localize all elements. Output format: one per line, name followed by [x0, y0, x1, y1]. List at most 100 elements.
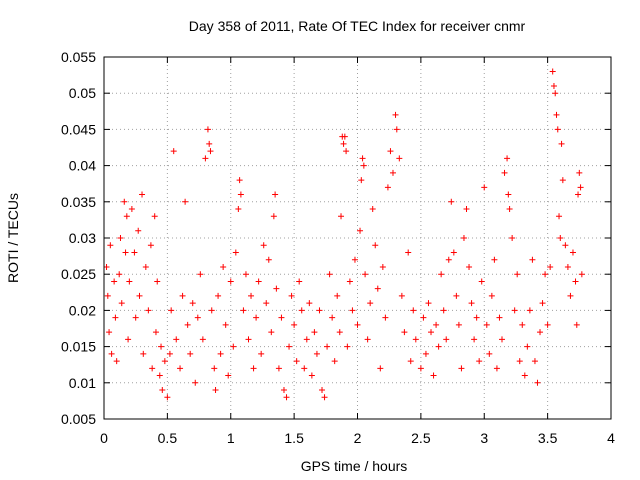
data-point	[118, 300, 125, 307]
data-point	[471, 336, 478, 343]
x-axis-label: GPS time / hours	[301, 458, 408, 474]
data-point	[194, 314, 201, 321]
data-point	[364, 336, 371, 343]
data-point	[275, 365, 282, 372]
data-point	[476, 358, 483, 365]
data-point	[516, 358, 523, 365]
data-point	[132, 314, 139, 321]
data-point	[170, 148, 177, 155]
data-point	[173, 336, 180, 343]
data-point	[349, 307, 356, 314]
data-point	[552, 90, 559, 97]
data-point	[519, 321, 526, 328]
data-point	[428, 329, 435, 336]
data-point	[291, 321, 298, 328]
data-point	[410, 307, 417, 314]
data-point	[351, 256, 358, 263]
data-point	[567, 292, 574, 299]
data-point	[117, 235, 124, 241]
data-point	[135, 227, 142, 234]
data-point	[344, 343, 351, 350]
data-point	[108, 350, 115, 357]
y-tick-label: 0.045	[61, 121, 96, 137]
data-point	[131, 249, 138, 256]
data-point	[321, 394, 328, 401]
data-point	[142, 263, 149, 270]
data-point	[272, 191, 279, 198]
data-point	[220, 263, 227, 270]
data-point	[222, 321, 229, 328]
chart-title: Day 358 of 2011, Rate Of TEC Index for r…	[189, 18, 526, 34]
data-point	[258, 350, 265, 357]
data-point	[529, 256, 536, 263]
data-point	[417, 365, 424, 372]
data-point	[326, 271, 333, 278]
data-point	[123, 213, 130, 220]
y-tick-label: 0.055	[61, 49, 96, 65]
data-point	[208, 307, 215, 314]
data-point	[572, 278, 579, 285]
y-tick-label: 0.035	[61, 194, 96, 210]
data-point	[367, 300, 374, 307]
data-point	[550, 82, 557, 89]
data-point	[473, 314, 480, 321]
data-point	[420, 314, 427, 321]
data-point	[286, 343, 293, 350]
data-point	[374, 285, 381, 292]
data-point	[103, 263, 110, 270]
data-point	[531, 358, 538, 365]
data-point	[260, 242, 267, 249]
data-point	[168, 307, 175, 314]
data-point	[204, 126, 211, 133]
x-tick-label: 4	[607, 430, 615, 446]
data-point	[116, 271, 123, 278]
data-point	[140, 350, 147, 357]
data-point	[104, 292, 111, 299]
data-point	[553, 111, 560, 118]
data-point	[398, 292, 405, 299]
data-point	[306, 300, 313, 307]
data-point	[206, 140, 213, 147]
data-point	[161, 358, 168, 365]
data-point	[125, 336, 132, 343]
y-tick-label: 0.025	[61, 266, 96, 282]
data-point	[341, 133, 348, 140]
data-point	[166, 350, 173, 357]
data-point	[107, 242, 114, 249]
data-point	[405, 249, 412, 256]
data-point	[255, 278, 262, 285]
data-point	[359, 155, 366, 162]
x-tick-label: 1	[227, 430, 235, 446]
data-point	[147, 242, 154, 249]
data-point	[433, 321, 440, 328]
data-point	[493, 365, 500, 372]
data-point	[156, 372, 163, 379]
data-point	[139, 191, 146, 198]
data-point	[438, 271, 445, 278]
data-point	[319, 387, 326, 394]
data-point	[514, 271, 521, 278]
data-point	[145, 307, 152, 314]
data-point	[298, 307, 305, 314]
data-point	[509, 235, 516, 241]
data-point	[384, 184, 391, 191]
data-point	[313, 350, 320, 357]
data-point	[283, 394, 290, 401]
data-point	[189, 300, 196, 307]
data-point	[558, 140, 565, 147]
data-point	[273, 285, 280, 292]
data-point	[491, 256, 498, 263]
data-point	[187, 350, 194, 357]
y-tick-label: 0.03	[69, 230, 96, 246]
data-point	[481, 184, 488, 191]
data-point	[268, 329, 275, 336]
data-point	[505, 191, 512, 198]
y-tick-label: 0.05	[69, 85, 96, 101]
data-point	[453, 292, 460, 299]
data-point	[455, 321, 462, 328]
data-point	[250, 365, 257, 372]
data-point	[504, 155, 511, 162]
data-point	[164, 394, 171, 401]
data-point	[303, 336, 310, 343]
